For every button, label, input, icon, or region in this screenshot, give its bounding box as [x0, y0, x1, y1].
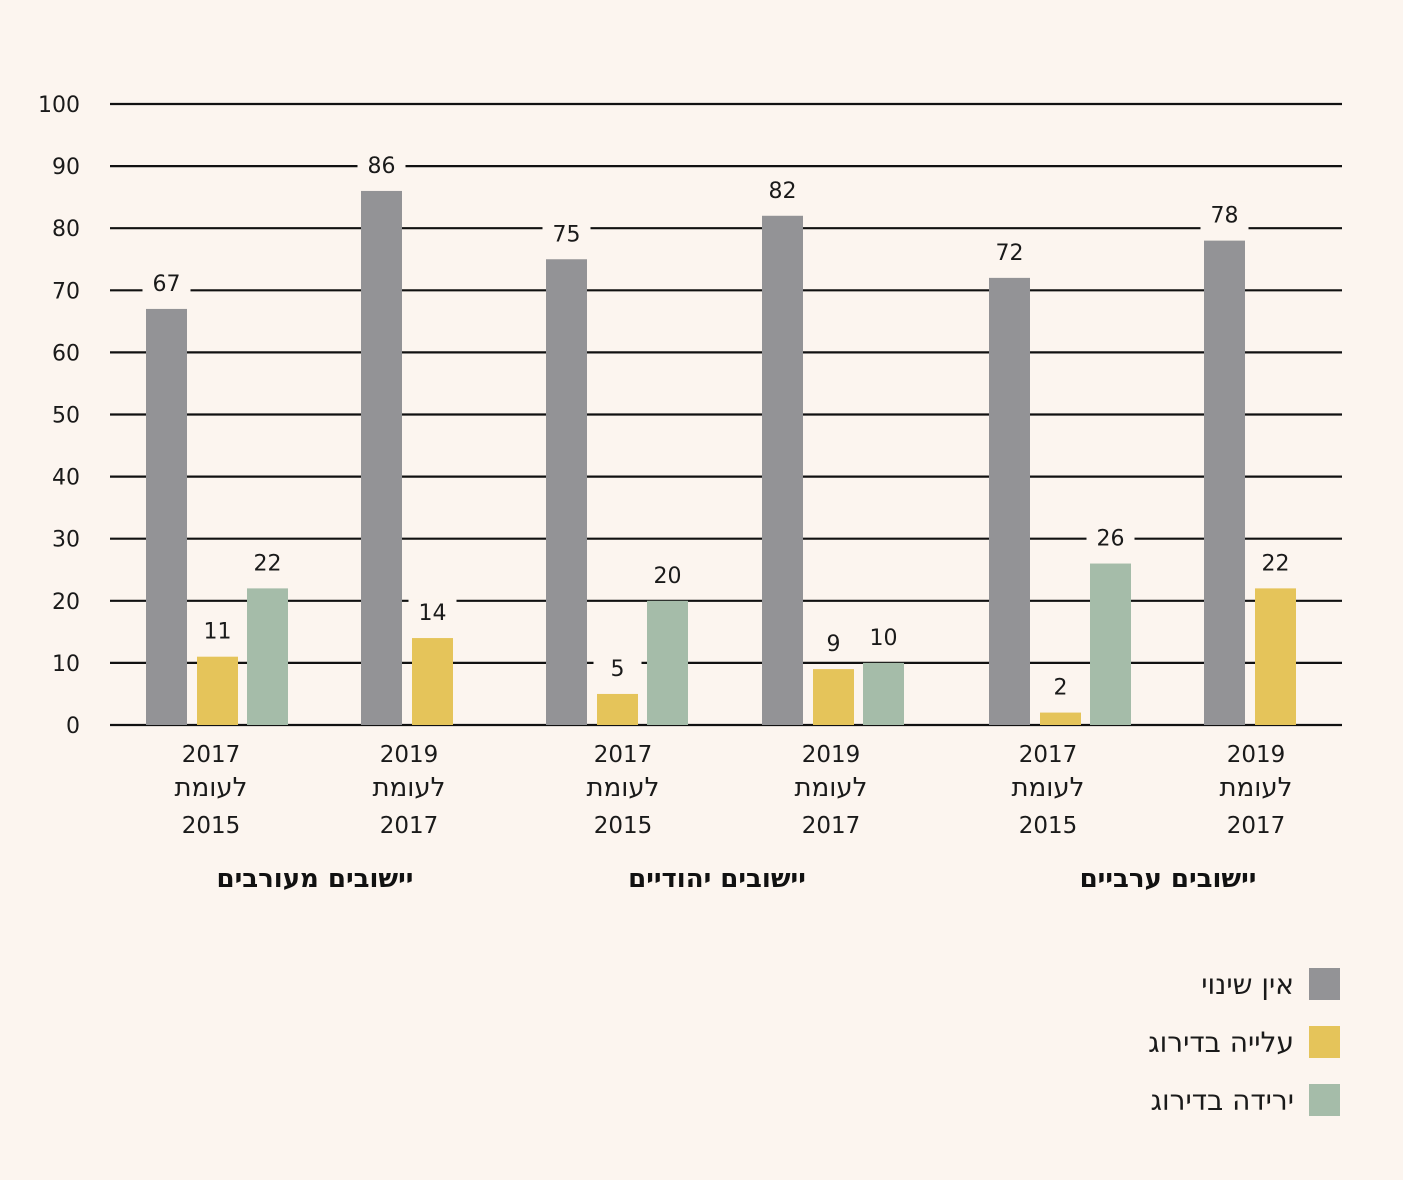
y-tick-label: 100 — [38, 93, 80, 118]
data-label: 11 — [204, 620, 232, 645]
data-label-bg — [859, 623, 908, 652]
bar — [1255, 588, 1296, 725]
data-label-bg — [142, 269, 191, 298]
data-label-bg — [542, 220, 591, 249]
legend-swatch — [1309, 968, 1340, 1000]
data-label: 10 — [870, 626, 898, 651]
y-tick-label: 20 — [52, 590, 80, 615]
bar — [813, 669, 854, 725]
legend-label: אין שינוי — [1201, 968, 1294, 1001]
bar — [546, 259, 587, 725]
x-label-mid: לעומת — [1220, 773, 1293, 803]
group-label: יישובים מעורבים — [217, 864, 414, 894]
x-label-top: 2019 — [802, 742, 861, 768]
x-label-bottom: 2017 — [802, 813, 861, 839]
x-label-bottom: 2015 — [182, 813, 241, 839]
data-label-bg — [593, 654, 642, 683]
bar — [247, 588, 288, 725]
bars: 67 11 22 86 14 75 5 20 82 9 10 72 2 26 78 22 — [142, 151, 1300, 725]
data-label-bg — [985, 238, 1034, 267]
x-label-bottom: 2017 — [380, 813, 439, 839]
x-label-mid: לעומת — [1012, 773, 1085, 803]
data-label: 72 — [996, 241, 1024, 266]
data-label: 82 — [769, 179, 797, 204]
y-axis-ticks: 0 10 20 30 40 50 60 70 80 90 100 — [38, 93, 80, 739]
data-label-bg — [408, 599, 457, 628]
y-tick-label: 40 — [52, 466, 80, 491]
bar — [647, 600, 688, 725]
x-label-bottom: 2015 — [594, 813, 653, 839]
data-label-bg — [1200, 201, 1249, 230]
data-label-bg — [193, 617, 242, 646]
bar — [1040, 712, 1081, 725]
bar — [597, 693, 638, 725]
data-label: 26 — [1097, 527, 1125, 552]
legend-label: ירידה בדירוג — [1150, 1084, 1294, 1117]
data-label: 22 — [1262, 551, 1290, 576]
x-label-mid: לעומת — [795, 773, 868, 803]
y-tick-label: 30 — [52, 528, 80, 553]
y-tick-label: 0 — [66, 714, 80, 739]
x-axis-labels: 2017 לעומת 2015 2019 לעומת 2017 2017 לעומת 2015 2… — [175, 742, 1293, 839]
data-label-bg — [1086, 524, 1135, 553]
legend-swatch — [1309, 1026, 1340, 1058]
bar — [412, 638, 453, 725]
data-label: 14 — [419, 601, 447, 626]
bar — [1090, 563, 1131, 725]
data-label-bg — [243, 549, 292, 578]
x-label-mid: לעומת — [175, 773, 248, 803]
grid-lines — [110, 102, 1342, 727]
y-tick-label: 60 — [52, 341, 80, 366]
data-label-bg — [1036, 673, 1085, 702]
bar — [762, 215, 803, 725]
bar — [361, 190, 402, 725]
group-labels: יישובים מעורבים יישובים יהודיים יישובים ער… — [217, 864, 1257, 894]
x-label-top: 2017 — [1019, 742, 1078, 768]
x-label-top: 2019 — [1227, 742, 1286, 768]
data-label: 22 — [254, 551, 282, 576]
group-label: יישובים יהודיים — [628, 864, 806, 894]
x-label-top: 2019 — [380, 742, 439, 768]
x-label-top: 2017 — [594, 742, 653, 768]
data-label-bg — [758, 176, 807, 205]
legend-swatch — [1309, 1084, 1340, 1116]
y-tick-label: 70 — [52, 279, 80, 304]
legend: אין שינוי עלייה בדירוג ירידה בדירוג — [1148, 968, 1340, 1117]
legend-label: עלייה בדירוג — [1148, 1026, 1294, 1059]
data-label: 5 — [611, 657, 625, 682]
y-tick-label: 10 — [52, 652, 80, 677]
data-label-bg — [809, 630, 858, 659]
bar — [146, 308, 187, 725]
data-label-bg — [1251, 549, 1300, 578]
data-label-bg — [357, 151, 406, 180]
data-label: 75 — [553, 222, 581, 247]
y-tick-label: 90 — [52, 155, 80, 180]
data-label: 67 — [153, 272, 181, 297]
data-label: 9 — [827, 632, 841, 657]
x-label-bottom: 2017 — [1227, 813, 1286, 839]
bar — [197, 656, 238, 725]
bar — [1204, 240, 1245, 725]
y-tick-label: 50 — [52, 404, 80, 429]
x-label-bottom: 2015 — [1019, 813, 1078, 839]
x-label-mid: לעומת — [373, 773, 446, 803]
data-label: 78 — [1211, 204, 1239, 229]
x-label-mid: לעומת — [587, 773, 660, 803]
x-label-top: 2017 — [182, 742, 241, 768]
data-label: 2 — [1054, 676, 1068, 701]
bar — [989, 277, 1030, 725]
data-label-bg — [643, 561, 692, 590]
data-label: 20 — [654, 564, 682, 589]
data-label: 86 — [368, 154, 396, 179]
group-label: יישובים ערביים — [1080, 864, 1257, 894]
bar — [863, 662, 904, 725]
y-tick-label: 80 — [52, 217, 80, 242]
